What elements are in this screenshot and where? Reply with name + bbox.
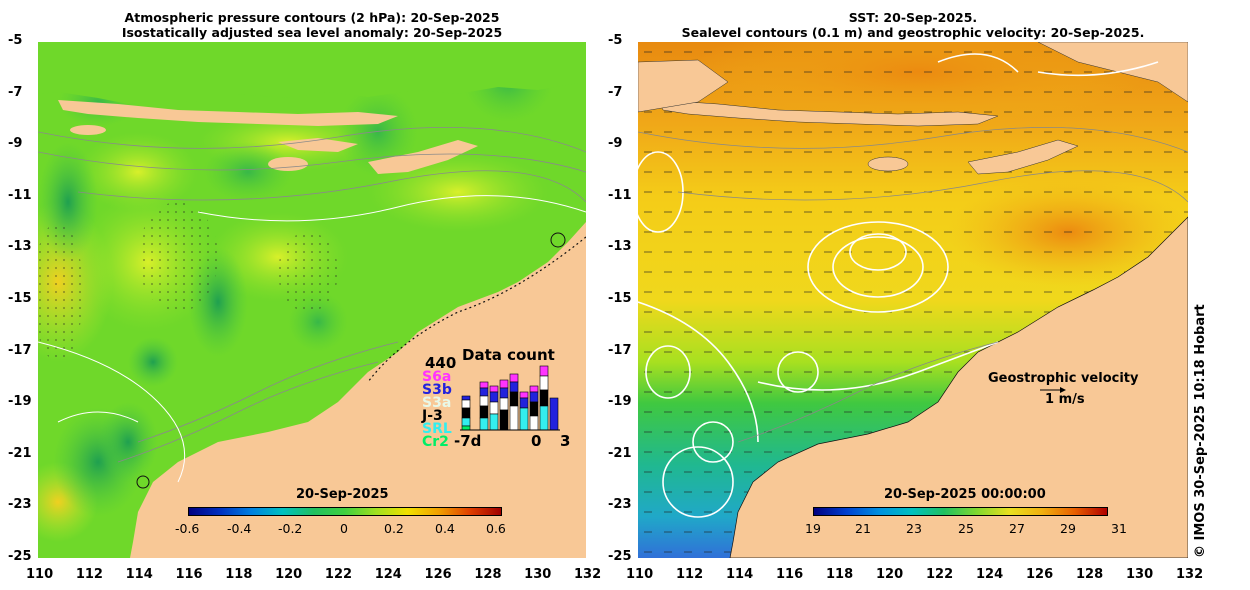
sst-tick-3: 25 [958, 521, 974, 536]
y-tick-label: -9 [608, 136, 623, 152]
sst-tick-4: 27 [1009, 521, 1025, 536]
y-tick-label: -17 [608, 342, 632, 358]
y-tick-label: -11 [8, 187, 32, 203]
sst-tick-2: 23 [906, 521, 922, 536]
imos-credit: © IMOS 30-Sep-2025 10:18 Hobart [1193, 304, 1208, 558]
x-tick-label: 112 [75, 567, 103, 582]
x-tick-label: 112 [676, 567, 704, 582]
sla-tick-4: 0.2 [384, 521, 404, 536]
right-title: SST: 20-Sep-2025. Sealevel contours (0.1… [638, 10, 1188, 40]
velocity-legend-arrow [1040, 387, 1066, 393]
velocity-legend-scale: 1 m/s [1045, 392, 1085, 407]
x-tick-label: 118 [826, 567, 854, 582]
sst-colorbar-label: 20-Sep-2025 00:00:00 [884, 487, 1046, 502]
sla-map-svg [38, 42, 586, 558]
sst-colorbar [813, 507, 1108, 516]
x-tick-label: 130 [524, 567, 552, 582]
sla-colorbar-label: 20-Sep-2025 [296, 487, 389, 502]
y-tick-label: -5 [8, 33, 23, 48]
x-tick-label: 130 [1126, 567, 1154, 582]
velocity-legend-label: Geostrophic velocity [988, 371, 1139, 386]
x-tick-label: 120 [275, 567, 303, 582]
data-count-title: Data count [462, 346, 555, 364]
sat-srl: SRL [422, 421, 452, 437]
sst-tick-5: 29 [1060, 521, 1076, 536]
timor-island [368, 140, 478, 174]
x-tick-label: 114 [125, 567, 153, 582]
x-tick-label: 110 [26, 567, 54, 582]
sla-tick-3: 0 [340, 521, 348, 536]
left-title-line1: Atmospheric pressure contours (2 hPa): 2… [124, 10, 500, 25]
dc-x-label-end: 3 [560, 432, 571, 450]
australia-land [130, 222, 586, 558]
y-tick-label: -19 [608, 394, 632, 410]
indonesia-land [38, 42, 586, 104]
sla-map[interactable]: Data count 440 S6a S3b S3a J-3 SRL Cr2 -… [38, 42, 586, 558]
sla-tick-1: -0.4 [227, 521, 252, 536]
x-tick-label: 132 [1176, 567, 1204, 582]
sst-tick-6: 31 [1111, 521, 1127, 536]
x-tick-label: 122 [926, 567, 954, 582]
x-tick-label: 132 [574, 567, 602, 582]
left-title-line2: Isostatically adjusted sea level anomaly… [121, 25, 503, 40]
y-tick-label: -9 [8, 136, 23, 152]
y-tick-label: -13 [8, 239, 32, 255]
y-tick-label: -23 [608, 497, 632, 513]
sla-tick-6: 0.6 [486, 521, 506, 536]
y-tick-label: -17 [8, 342, 32, 358]
sst-map[interactable]: Geostrophic velocity 1 m/s 20-Sep-2025 0… [638, 42, 1188, 558]
y-tick-label: -21 [8, 445, 32, 461]
sat-cr2: Cr2 [422, 434, 449, 450]
left-title: Atmospheric pressure contours (2 hPa): 2… [38, 10, 586, 40]
y-tick-label: -7 [608, 84, 623, 100]
sst-north-land [638, 59, 729, 113]
sla-tick-5: 0.4 [435, 521, 455, 536]
y-tick-label: -21 [608, 445, 632, 461]
y-tick-label: -19 [8, 394, 32, 410]
x-tick-label: 120 [876, 567, 904, 582]
sst-timor [967, 139, 1079, 175]
x-tick-label: 124 [374, 567, 402, 582]
sst-australia [729, 216, 1188, 558]
y-tick-label: -13 [608, 239, 632, 255]
sla-tick-0: -0.6 [175, 521, 200, 536]
x-tick-label: 116 [776, 567, 804, 582]
right-title-line1: SST: 20-Sep-2025. [848, 10, 978, 25]
right-title-line2: Sealevel contours (0.1 m) and geostrophi… [681, 25, 1145, 40]
x-tick-label: 116 [175, 567, 203, 582]
x-tick-label: 126 [424, 567, 452, 582]
y-tick-label: -11 [608, 187, 632, 203]
java-island [58, 100, 398, 126]
x-tick-label: 122 [324, 567, 353, 582]
x-tick-label: 118 [225, 567, 253, 582]
y-tick-label: -23 [8, 497, 32, 513]
sst-tick-0: 19 [805, 521, 821, 536]
sst-tick-1: 21 [855, 521, 871, 536]
y-tick-label: -25 [8, 549, 32, 564]
x-tick-label: 128 [474, 567, 502, 582]
x-tick-label: 126 [1026, 567, 1054, 582]
dc-x-label-start: -7d [454, 432, 482, 450]
y-tick-label: -25 [608, 549, 632, 564]
sst-map-svg [638, 42, 1188, 558]
sat-s6a: S6a [422, 369, 452, 385]
y-tick-label: -7 [8, 84, 23, 100]
sla-colorbar [188, 507, 502, 516]
y-tick-label: -15 [8, 291, 32, 306]
data-count-max: 440 [425, 354, 457, 372]
data-count-bars [460, 365, 560, 431]
sat-s3b: S3b [422, 382, 452, 398]
dc-x-label-zero: 0 [531, 432, 542, 450]
y-tick-label: -5 [608, 33, 623, 48]
sla-tick-2: -0.2 [278, 521, 303, 536]
x-tick-label: 128 [1076, 567, 1104, 582]
x-tick-label: 114 [726, 567, 754, 582]
lesser-sunda-1 [278, 138, 358, 152]
sat-s3a: S3a [422, 395, 452, 411]
x-tick-label: 110 [626, 567, 654, 582]
y-tick-label: -15 [608, 291, 632, 306]
x-tick-label: 124 [976, 567, 1004, 582]
sat-j3: J-3 [422, 408, 443, 424]
sst-java [657, 99, 999, 127]
